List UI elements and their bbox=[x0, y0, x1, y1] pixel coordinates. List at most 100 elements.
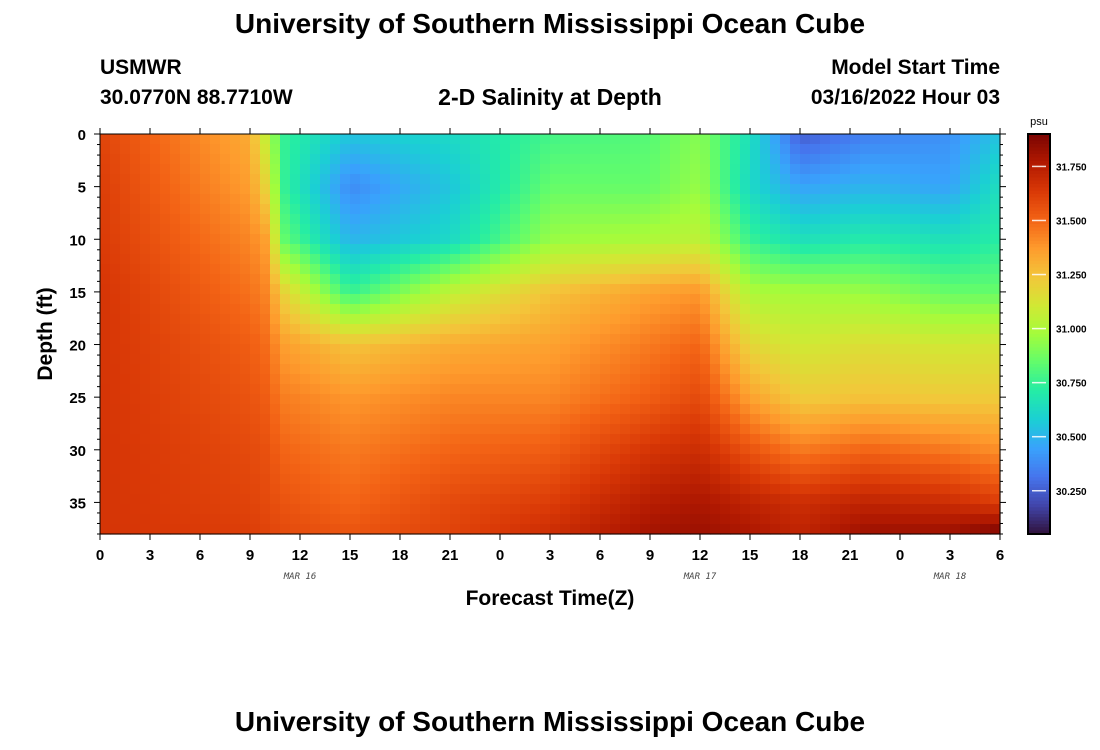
heatmap-cell bbox=[390, 494, 401, 505]
heatmap-cell bbox=[740, 314, 751, 325]
heatmap-cell bbox=[610, 364, 621, 375]
heatmap-cell bbox=[420, 344, 431, 355]
heatmap-cell bbox=[620, 234, 631, 245]
heatmap-cell bbox=[580, 184, 591, 195]
heatmap-cell bbox=[960, 194, 971, 205]
heatmap-cell bbox=[940, 304, 951, 315]
heatmap-cell bbox=[960, 164, 971, 175]
heatmap-cell bbox=[710, 234, 721, 245]
heatmap-cell bbox=[540, 464, 551, 475]
heatmap-cell bbox=[580, 134, 591, 145]
x-tick-label: 6 bbox=[196, 547, 204, 564]
heatmap-cell bbox=[540, 394, 551, 405]
heatmap-cell bbox=[880, 374, 891, 385]
heatmap-cell bbox=[420, 514, 431, 525]
heatmap-cell bbox=[170, 384, 181, 395]
heatmap-cell bbox=[560, 374, 571, 385]
heatmap-cell bbox=[410, 494, 421, 505]
heatmap-cell bbox=[130, 354, 141, 365]
heatmap-cell bbox=[420, 234, 431, 245]
heatmap-cell bbox=[100, 384, 111, 395]
heatmap-cell bbox=[750, 274, 761, 285]
heatmap-cell bbox=[400, 484, 411, 495]
heatmap-cell bbox=[710, 324, 721, 335]
heatmap-cell bbox=[210, 144, 221, 155]
heatmap-cell bbox=[960, 494, 971, 505]
heatmap-cell bbox=[660, 374, 671, 385]
heatmap-cell bbox=[900, 214, 911, 225]
heatmap-cell bbox=[140, 264, 151, 275]
heatmap-cell bbox=[850, 434, 861, 445]
heatmap-cell bbox=[270, 454, 281, 465]
heatmap-cell bbox=[790, 484, 801, 495]
heatmap-cell bbox=[480, 264, 491, 275]
heatmap-cell bbox=[760, 274, 771, 285]
heatmap-cell bbox=[630, 454, 641, 465]
heatmap-cell bbox=[210, 324, 221, 335]
heatmap-cell bbox=[370, 504, 381, 515]
heatmap-cell bbox=[800, 174, 811, 185]
heatmap-cell bbox=[320, 194, 331, 205]
heatmap-cell bbox=[710, 354, 721, 365]
heatmap-cell bbox=[630, 134, 641, 145]
heatmap-cell bbox=[720, 314, 731, 325]
heatmap-cell bbox=[740, 224, 751, 235]
heatmap-cell bbox=[270, 194, 281, 205]
heatmap-cell bbox=[920, 314, 931, 325]
heatmap-cell bbox=[930, 184, 941, 195]
colorbar-segment bbox=[1028, 187, 1050, 192]
heatmap-cell bbox=[200, 174, 211, 185]
heatmap-cell bbox=[480, 344, 491, 355]
heatmap-cell bbox=[800, 374, 811, 385]
heatmap-cell bbox=[710, 244, 721, 255]
heatmap-cell bbox=[320, 204, 331, 215]
heatmap-cell bbox=[690, 234, 701, 245]
heatmap-cell bbox=[120, 384, 131, 395]
heatmap-cell bbox=[340, 504, 351, 515]
heatmap-cell bbox=[300, 314, 311, 325]
heatmap-cell bbox=[720, 444, 731, 455]
heatmap-cell bbox=[950, 504, 961, 515]
heatmap-cell bbox=[780, 174, 791, 185]
heatmap-cell bbox=[510, 184, 521, 195]
heatmap-cell bbox=[280, 314, 291, 325]
heatmap-cell bbox=[850, 394, 861, 405]
heatmap-cell bbox=[650, 374, 661, 385]
heatmap-cell bbox=[550, 164, 561, 175]
heatmap-cell bbox=[790, 144, 801, 155]
heatmap-cell bbox=[900, 304, 911, 315]
heatmap-cell bbox=[990, 294, 1001, 305]
heatmap-cell bbox=[240, 184, 251, 195]
heatmap-cell bbox=[610, 424, 621, 435]
heatmap-cell bbox=[880, 404, 891, 415]
heatmap-cell bbox=[290, 454, 301, 465]
heatmap-cell bbox=[510, 144, 521, 155]
heatmap-cell bbox=[530, 284, 541, 295]
heatmap-cell bbox=[460, 464, 471, 475]
heatmap-cell bbox=[240, 234, 251, 245]
heatmap-cell bbox=[920, 494, 931, 505]
heatmap-cell bbox=[310, 454, 321, 465]
heatmap-cell bbox=[410, 264, 421, 275]
heatmap-cell bbox=[850, 244, 861, 255]
heatmap-cell bbox=[360, 134, 371, 145]
heatmap-cell bbox=[820, 144, 831, 155]
heatmap-cell bbox=[750, 214, 761, 225]
heatmap-cell bbox=[640, 484, 651, 495]
heatmap-cell bbox=[100, 444, 111, 455]
heatmap-cell bbox=[100, 154, 111, 165]
heatmap-cell bbox=[390, 204, 401, 215]
heatmap-cell bbox=[810, 394, 821, 405]
colorbar-segment bbox=[1028, 517, 1050, 522]
heatmap-cell bbox=[840, 204, 851, 215]
heatmap-cell bbox=[820, 304, 831, 315]
heatmap-cell bbox=[100, 204, 111, 215]
heatmap-cell bbox=[960, 284, 971, 295]
heatmap-cell bbox=[880, 384, 891, 395]
heatmap-cell bbox=[460, 374, 471, 385]
heatmap-cell bbox=[670, 194, 681, 205]
heatmap-cell bbox=[520, 174, 531, 185]
heatmap-cell bbox=[460, 204, 471, 215]
heatmap-cell bbox=[300, 184, 311, 195]
heatmap-cell bbox=[680, 364, 691, 375]
